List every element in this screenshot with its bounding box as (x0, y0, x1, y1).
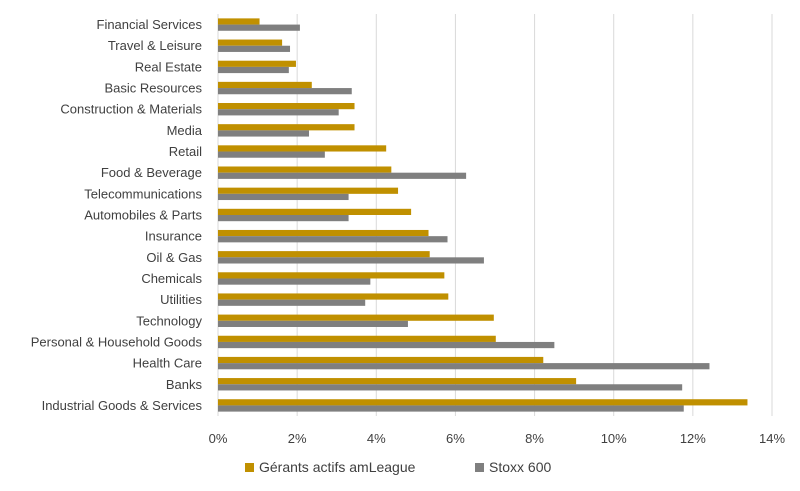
x-tick-label: 12% (680, 431, 706, 446)
bar-series-1 (218, 208, 412, 215)
legend-label-series-2: Stoxx 600 (489, 459, 551, 475)
category-label: Travel & Leisure (108, 38, 202, 53)
bar-series-1 (218, 251, 430, 258)
bar-series-2 (218, 193, 349, 201)
category-label: Construction & Materials (60, 102, 202, 117)
bar-series-1 (218, 187, 399, 194)
bar-series-1 (218, 166, 392, 173)
bar-series-1 (218, 399, 748, 406)
legend-label-series-1: Gérants actifs amLeague (259, 459, 416, 475)
bar-series-2 (218, 363, 710, 370)
bar-series-2 (218, 130, 310, 137)
bar-series-2 (218, 384, 683, 391)
category-label: Financial Services (97, 17, 203, 32)
legend: Gérants actifs amLeague Stoxx 600 (245, 459, 551, 475)
bar-series-1 (218, 124, 355, 131)
bar-series-2 (218, 151, 325, 158)
bar-series-2 (218, 45, 291, 52)
bar-series-1 (218, 60, 296, 67)
bar-series-2 (218, 66, 289, 74)
x-tick-label: 10% (601, 431, 627, 446)
category-label: Utilities (160, 292, 202, 307)
x-tick-label: 14% (759, 431, 785, 446)
bar-series-2 (218, 24, 300, 31)
bar-series-2 (218, 320, 408, 327)
category-label: Oil & Gas (146, 250, 202, 265)
bar-series-1 (218, 81, 312, 89)
bar-series-1 (218, 378, 577, 385)
bar-series-2 (218, 215, 349, 222)
bar-series-2 (218, 405, 684, 412)
bar-series-1 (218, 356, 544, 364)
bar-series-1 (218, 145, 387, 152)
bar-series-2 (218, 341, 555, 349)
category-label: Chemicals (141, 271, 202, 286)
category-label: Food & Beverage (101, 165, 202, 180)
bar-series-1 (218, 272, 445, 279)
x-tick-labels: 0% 2% 4% 6% 8% 10% 12% 14% (209, 431, 786, 446)
bar-series-2 (218, 172, 467, 179)
bar-series-1 (218, 39, 283, 46)
bar-series-1 (218, 335, 496, 342)
category-label: Basic Resources (104, 81, 202, 96)
category-label: Health Care (133, 356, 202, 371)
bar-series-1 (218, 293, 449, 300)
legend-swatch-series-2 (475, 463, 484, 472)
x-tick-label: 4% (367, 431, 386, 446)
bar-series-2 (218, 278, 371, 285)
category-label: Industrial Goods & Services (42, 398, 203, 413)
x-tick-label: 2% (288, 431, 307, 446)
x-tick-label: 6% (446, 431, 465, 446)
category-label: Banks (166, 377, 203, 392)
bar-series-1 (218, 229, 429, 237)
bar-series-2 (218, 109, 339, 116)
category-label: Media (167, 123, 203, 138)
category-label: Technology (136, 313, 202, 328)
category-label: Retail (169, 144, 202, 159)
bar-series-1 (218, 18, 260, 25)
bars (218, 18, 748, 412)
bar-series-2 (218, 88, 352, 95)
x-tick-label: 0% (209, 431, 228, 446)
category-label: Automobiles & Parts (84, 208, 202, 223)
bar-series-2 (218, 299, 366, 306)
category-labels: Financial Services Travel & Leisure Real E… (31, 17, 203, 413)
category-label: Real Estate (135, 59, 202, 74)
category-label: Insurance (145, 229, 202, 244)
legend-swatch-series-1 (245, 463, 254, 472)
bar-series-2 (218, 236, 448, 243)
bar-series-1 (218, 103, 355, 110)
bar-series-1 (218, 314, 494, 321)
category-label: Telecommunications (84, 186, 202, 201)
category-label: Personal & Household Goods (31, 334, 203, 349)
x-tick-label: 8% (525, 431, 544, 446)
bar-series-2 (218, 257, 484, 264)
